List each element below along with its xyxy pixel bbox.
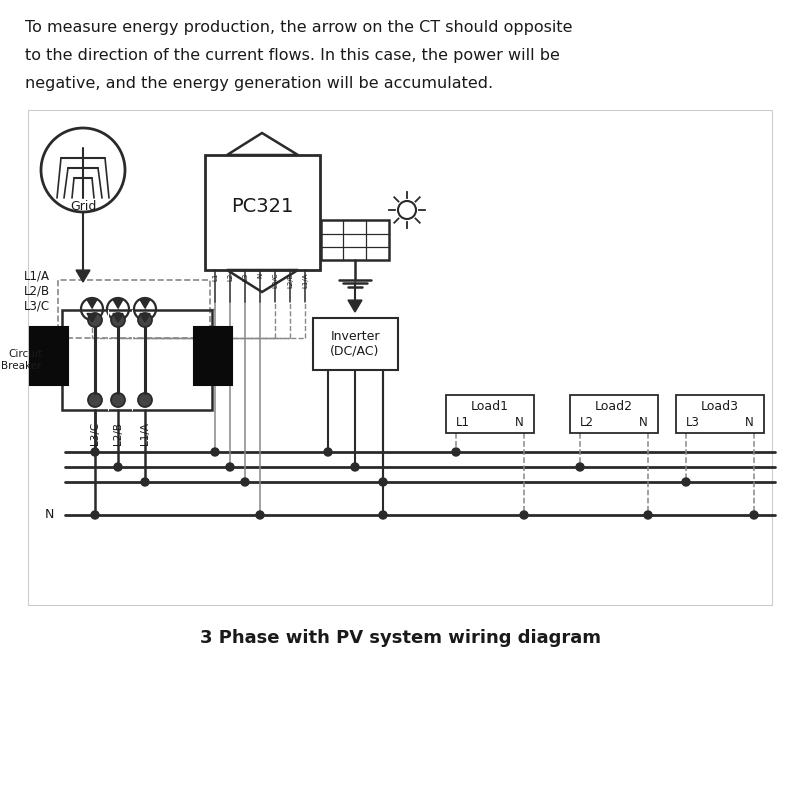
Bar [205, 155, 320, 270]
Circle shape [114, 463, 122, 471]
Circle shape [379, 478, 387, 486]
Circle shape [351, 463, 359, 471]
Polygon shape [348, 300, 362, 312]
Circle shape [211, 448, 219, 456]
Text: L3: L3 [242, 273, 248, 282]
Circle shape [226, 463, 234, 471]
Bar [62, 310, 212, 410]
Circle shape [91, 511, 99, 519]
Text: N: N [257, 273, 263, 278]
Polygon shape [140, 314, 150, 322]
Circle shape [241, 478, 249, 486]
Text: PC321: PC321 [231, 198, 293, 217]
Circle shape [520, 511, 528, 519]
Text: L1/A: L1/A [302, 273, 308, 289]
Text: Load2: Load2 [595, 401, 633, 414]
Bar [321, 220, 389, 260]
Text: L1/A: L1/A [140, 422, 150, 445]
Bar [676, 395, 764, 433]
Text: To measure energy production, the arrow on the CT should opposite: To measure energy production, the arrow … [25, 20, 573, 35]
Circle shape [138, 313, 152, 327]
Bar [28, 110, 772, 605]
Circle shape [111, 393, 125, 407]
Bar [194, 327, 232, 385]
Circle shape [138, 393, 152, 407]
Circle shape [750, 511, 758, 519]
Text: negative, and the energy generation will be accumulated.: negative, and the energy generation will… [25, 76, 493, 91]
Circle shape [452, 448, 460, 456]
Circle shape [91, 448, 99, 456]
Polygon shape [140, 299, 150, 308]
Text: L2: L2 [580, 415, 594, 429]
Circle shape [644, 511, 652, 519]
Text: L3: L3 [686, 415, 700, 429]
Circle shape [324, 448, 332, 456]
Polygon shape [113, 314, 123, 322]
Circle shape [256, 511, 264, 519]
Circle shape [576, 463, 584, 471]
Text: L1/A: L1/A [24, 270, 50, 282]
Bar [313, 318, 398, 370]
Text: Circuit
Breaker: Circuit Breaker [2, 349, 42, 371]
Text: Grid: Grid [70, 201, 96, 214]
Text: Load1: Load1 [471, 401, 509, 414]
Text: L2: L2 [227, 273, 233, 282]
Circle shape [111, 313, 125, 327]
Text: L2/B: L2/B [24, 285, 50, 298]
Text: L3/C: L3/C [272, 273, 278, 289]
Bar [58, 280, 210, 338]
Polygon shape [113, 299, 123, 308]
Text: L1: L1 [456, 415, 470, 429]
Text: Inverter
(DC/AC): Inverter (DC/AC) [330, 330, 380, 358]
Circle shape [88, 393, 102, 407]
Text: N: N [45, 509, 54, 522]
Text: 3 Phase with PV system wiring diagram: 3 Phase with PV system wiring diagram [199, 629, 601, 647]
Text: L3/C: L3/C [24, 299, 50, 313]
Bar [30, 327, 68, 385]
Text: N: N [515, 415, 524, 429]
Text: N: N [639, 415, 648, 429]
Text: L1: L1 [212, 273, 218, 282]
Text: L3/C: L3/C [90, 422, 100, 446]
Text: N: N [746, 415, 754, 429]
Circle shape [682, 478, 690, 486]
Polygon shape [87, 314, 97, 322]
Circle shape [379, 511, 387, 519]
Bar [446, 395, 534, 433]
Circle shape [141, 478, 149, 486]
Polygon shape [76, 270, 90, 282]
Bar [570, 395, 658, 433]
Text: L2/B: L2/B [287, 273, 293, 288]
Text: Load3: Load3 [701, 401, 739, 414]
Text: to the direction of the current flows. In this case, the power will be: to the direction of the current flows. I… [25, 48, 560, 63]
Circle shape [88, 313, 102, 327]
Polygon shape [87, 299, 97, 308]
Text: L2/B: L2/B [113, 422, 123, 445]
